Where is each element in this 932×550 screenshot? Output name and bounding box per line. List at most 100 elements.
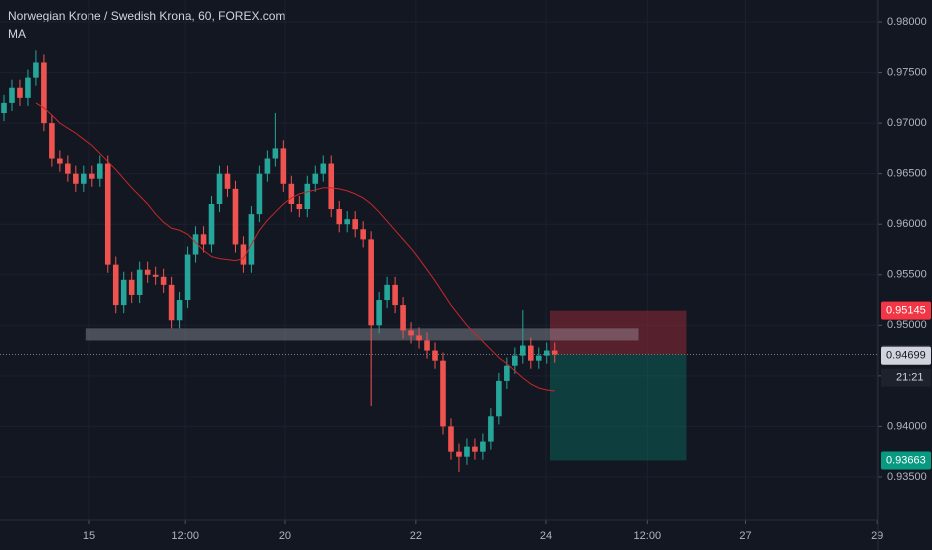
y-tick-label: 0.96500 xyxy=(887,168,927,180)
x-tick-label: 24 xyxy=(540,530,552,542)
countdown-box xyxy=(881,368,931,387)
candle-body xyxy=(496,380,502,417)
candle-body xyxy=(17,87,23,98)
x-tick-label: 12:00 xyxy=(171,530,199,542)
candle-body xyxy=(336,209,343,225)
candle-body xyxy=(408,330,414,336)
candle-body xyxy=(456,451,462,457)
x-tick-label: 20 xyxy=(279,530,291,542)
y-tick-label: 0.98000 xyxy=(887,16,927,28)
candle-body xyxy=(1,102,7,114)
candle-body xyxy=(264,158,271,174)
countdown: 21:21 xyxy=(896,372,924,384)
candle-body xyxy=(144,269,151,275)
target-label-box xyxy=(881,451,931,470)
x-tick-label: 27 xyxy=(739,530,751,542)
candle-body xyxy=(360,229,366,240)
ma-line xyxy=(35,102,555,392)
candle-body xyxy=(176,300,183,321)
candle-body xyxy=(152,274,159,277)
y-tick-label: 0.95500 xyxy=(887,269,927,281)
x-tick-label: 22 xyxy=(410,530,422,542)
candle-body xyxy=(136,269,143,295)
candle-body xyxy=(520,345,526,356)
candle-body xyxy=(25,77,31,98)
stop-label: 0.95145 xyxy=(886,305,926,317)
y-tick-label: 0.94000 xyxy=(887,420,927,432)
ma-label-box xyxy=(881,346,931,365)
candle-body xyxy=(41,62,47,124)
candle-body xyxy=(88,173,95,179)
y-tick-label: 0.93500 xyxy=(887,471,927,483)
ma-label: 0.94699 xyxy=(886,350,926,362)
candle-body xyxy=(9,87,15,103)
candle-body xyxy=(384,284,390,301)
stop-zone xyxy=(549,310,687,355)
candle-body xyxy=(392,284,398,306)
y-tick-label: 0.97500 xyxy=(887,66,927,78)
candle-body xyxy=(472,446,478,452)
candle-body xyxy=(448,426,454,452)
candle-body xyxy=(312,173,319,184)
candle-body xyxy=(65,163,71,174)
candle-body xyxy=(320,163,327,174)
stop-label-box xyxy=(881,301,931,320)
candle-body xyxy=(160,276,167,285)
chart-title: Norwegian Krone / Swedish Krona, 60, FOR… xyxy=(8,9,285,23)
candle-body xyxy=(504,365,510,381)
x-tick-label: 29 xyxy=(871,530,883,542)
candle-body xyxy=(248,214,255,265)
candle-body xyxy=(73,173,79,184)
y-tick-label: 0.97000 xyxy=(887,117,927,129)
candle-body xyxy=(224,173,231,189)
candle-body xyxy=(424,340,430,351)
candle-body xyxy=(168,284,175,321)
candle-body xyxy=(543,350,550,356)
candle-body xyxy=(256,173,263,215)
candle-body xyxy=(280,148,287,184)
y-tick-label: 0.96000 xyxy=(887,218,927,230)
candle-body xyxy=(328,163,335,210)
candle-body xyxy=(488,416,494,442)
candle-body xyxy=(200,234,207,245)
target-label: 0.93663 xyxy=(886,454,926,466)
candle-body xyxy=(400,305,406,331)
candle-body xyxy=(240,244,247,265)
candle-body xyxy=(480,441,486,452)
candle-body xyxy=(57,158,63,164)
candle-body xyxy=(112,264,119,306)
candle-body xyxy=(535,355,542,361)
candle-body xyxy=(464,446,470,457)
candle-body xyxy=(440,360,446,427)
candle-body xyxy=(344,219,351,225)
candle-body xyxy=(81,173,87,184)
indicator-label: MA xyxy=(8,27,26,41)
candle-body xyxy=(376,300,382,326)
candle-body xyxy=(304,183,311,210)
candle-body xyxy=(208,203,215,245)
candle-body xyxy=(216,173,223,204)
x-tick-label: 15 xyxy=(83,530,95,542)
candle-body xyxy=(96,163,103,179)
candle-body xyxy=(184,254,191,301)
candle-body xyxy=(288,183,295,204)
candle-body xyxy=(272,148,279,159)
candle-body xyxy=(232,188,239,245)
candle-body xyxy=(551,350,558,355)
support-zone xyxy=(85,328,639,341)
candle-body xyxy=(416,335,422,341)
candle-body xyxy=(104,163,111,265)
y-tick-label: 0.95000 xyxy=(887,319,927,331)
candle-body xyxy=(128,279,135,295)
candle-body xyxy=(49,123,55,159)
candle-body xyxy=(296,203,303,210)
candle-body xyxy=(432,350,438,361)
candle-body xyxy=(527,345,534,361)
candle-body xyxy=(512,355,518,366)
candle-body xyxy=(120,279,127,306)
x-tick-label: 12:00 xyxy=(634,530,662,542)
candle-body xyxy=(192,234,199,255)
candle-body xyxy=(352,219,358,230)
